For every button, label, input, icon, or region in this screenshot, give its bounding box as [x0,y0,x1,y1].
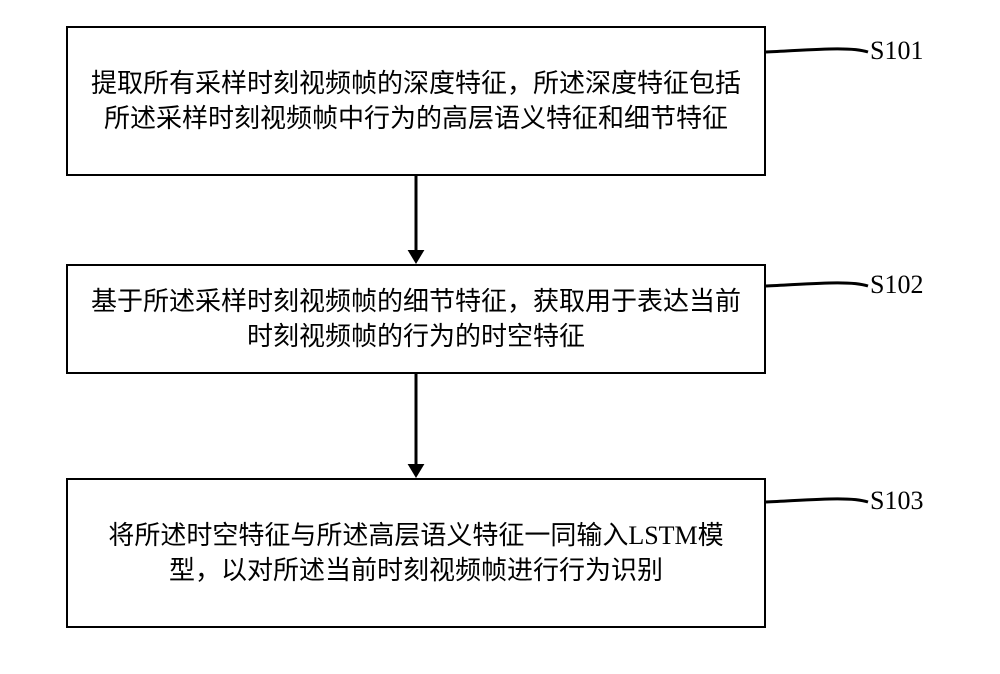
flow-node-2-text: 基于所述采样时刻视频帧的细节特征，获取用于表达当前时刻视频帧的行为的时空特征 [86,284,746,354]
step-label-s101: S101 [870,36,923,66]
flowchart-canvas: 提取所有采样时刻视频帧的深度特征，所述深度特征包括所述采样时刻视频帧中行为的高层… [0,0,1000,674]
step-label-s103: S103 [870,486,923,516]
flow-node-3-text: 将所述时空特征与所述高层语义特征一同输入LSTM模型，以对所述当前时刻视频帧进行… [86,518,746,588]
flow-node-1: 提取所有采样时刻视频帧的深度特征，所述深度特征包括所述采样时刻视频帧中行为的高层… [66,26,766,176]
flow-node-3: 将所述时空特征与所述高层语义特征一同输入LSTM模型，以对所述当前时刻视频帧进行… [66,478,766,628]
flow-node-1-text: 提取所有采样时刻视频帧的深度特征，所述深度特征包括所述采样时刻视频帧中行为的高层… [86,66,746,136]
flow-node-2: 基于所述采样时刻视频帧的细节特征，获取用于表达当前时刻视频帧的行为的时空特征 [66,264,766,374]
step-label-s102: S102 [870,270,923,300]
